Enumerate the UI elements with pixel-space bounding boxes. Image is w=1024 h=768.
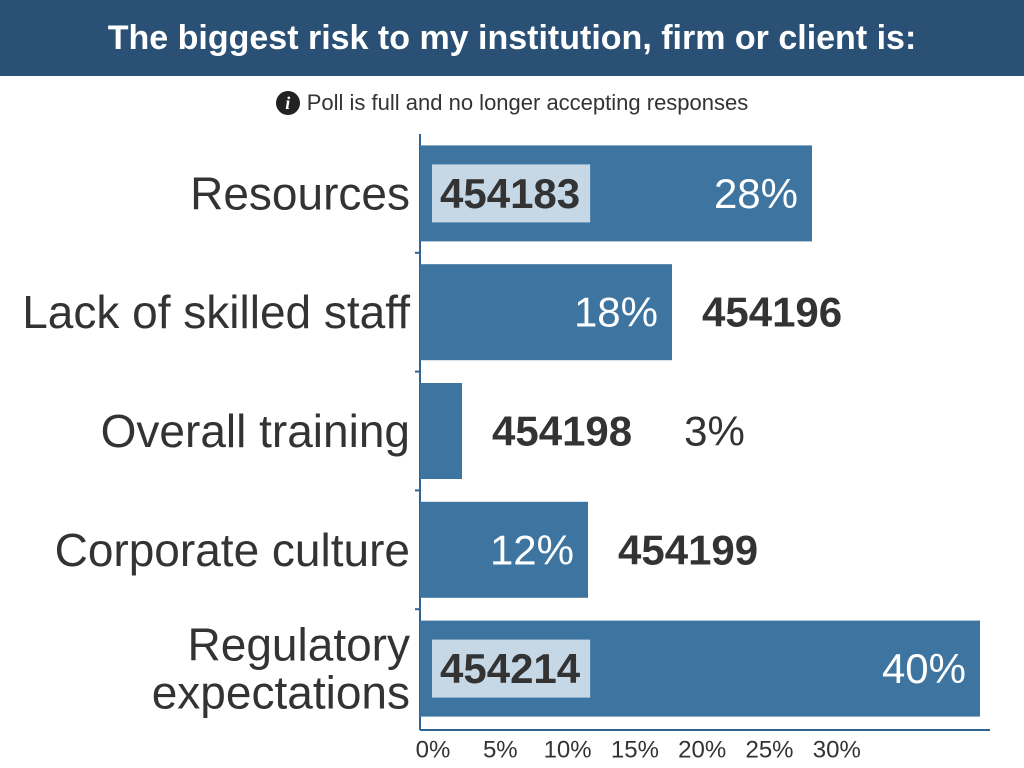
value-label: 12% [490, 526, 574, 573]
x-tick-label: 30% [813, 737, 861, 764]
bar [420, 264, 672, 361]
bar [420, 383, 462, 479]
category-label: Lack of skilled staff [22, 286, 410, 338]
response-id-label: 454214 [440, 645, 581, 692]
info-icon: i [275, 91, 300, 115]
x-tick-label: 0% [416, 737, 451, 764]
response-id-label: 454183 [440, 170, 580, 217]
value-label: 18% [574, 289, 658, 336]
x-tick-label: 20% [678, 737, 726, 764]
category-label: Overall training [101, 405, 410, 457]
response-id-label: 454198 [492, 408, 632, 455]
x-tick-label: 5% [483, 737, 518, 764]
poll-closed-notice: i Poll is full and no longer accepting r… [0, 86, 1024, 120]
bar [420, 501, 588, 598]
value-label: 40% [882, 645, 966, 692]
category-label: Resources [190, 167, 410, 219]
category-label: expectations [152, 667, 410, 719]
x-tick-label: 10% [544, 737, 592, 764]
response-id-box [432, 164, 591, 223]
response-id-label: 454199 [618, 526, 758, 573]
value-label: 28% [714, 170, 798, 217]
poll-title: The biggest risk to my institution, firm… [0, 0, 1024, 76]
poll-title-text: The biggest risk to my institution, firm… [107, 18, 917, 57]
category-label: Corporate culture [55, 524, 410, 576]
x-tick-label: 15% [611, 737, 659, 764]
response-id-box [432, 639, 591, 698]
response-id-label: 454196 [702, 289, 842, 336]
poll-closed-text: Poll is full and no longer accepting res… [306, 90, 749, 115]
value-label: 3% [684, 408, 745, 455]
x-tick-label: 25% [745, 737, 793, 764]
category-label: Regulatory [188, 619, 410, 671]
